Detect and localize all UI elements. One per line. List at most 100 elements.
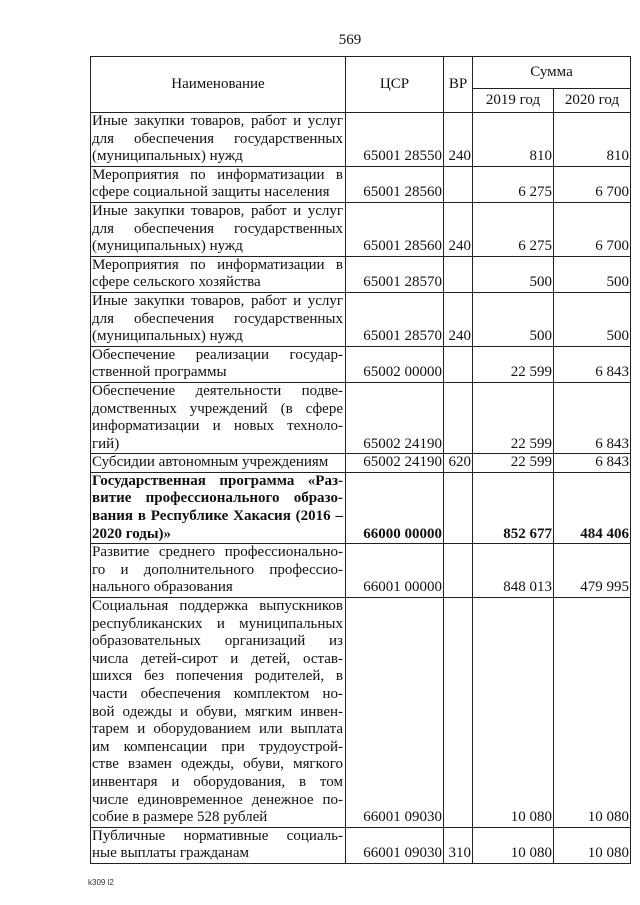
name-line: собие в размере 528 рублей <box>92 809 268 826</box>
cell-csr: 66000 00000 <box>345 471 444 545</box>
name-line: Развитие среднего профессионально- <box>92 544 343 561</box>
name-line: для обеспечения государственных <box>92 220 343 237</box>
name-line: Обеспечение деятельности подве- <box>92 382 343 399</box>
cell-y2019: 10 080 <box>472 597 554 828</box>
table-row: Обеспечение деятельности подве-домственн… <box>90 381 631 455</box>
cell-vr: 240 <box>443 201 473 257</box>
table-row: Субсидии автономным учреждениям 65002 241… <box>90 453 631 473</box>
name-line: вой одежды и обуви, мягким инвен- <box>92 703 343 720</box>
name-line: Публичные нормативные социаль- <box>92 827 343 844</box>
cell-name: Иные закупки товаров, работ и услуг для о… <box>90 201 346 257</box>
name-line: им компенсации при трудоустрой- <box>92 738 343 755</box>
name-line: го и дополнительного профессио- <box>92 561 343 578</box>
cell-vr <box>443 543 473 599</box>
name-line: нального образования <box>92 579 233 596</box>
cell-y2020: 810 <box>553 112 631 167</box>
name-line: (муниципальных) нужд <box>92 148 243 165</box>
page-number: 569 <box>338 32 362 48</box>
cell-name: Субсидии автономным учреждениям <box>90 453 346 473</box>
table-row: Иные закупки товаров, работ и услуг для о… <box>90 291 631 347</box>
name-line: Субсидии автономным учреждениям <box>92 454 329 471</box>
cell-csr: 66001 00000 <box>345 543 444 599</box>
name-line: Государственная программа «Раз- <box>92 472 343 489</box>
cell-name: Иные закупки товаров, работ и услуг для о… <box>90 112 346 167</box>
cell-y2020: 484 406 <box>553 471 631 545</box>
name-line: вания в Республике Хакасия (2016 – <box>92 508 343 525</box>
cell-y2019: 10 080 <box>472 826 554 864</box>
name-line: Мероприятия по информатизации в <box>92 256 343 273</box>
cell-csr: 65001 28570 <box>345 255 444 293</box>
cell-name: Социальная поддержка выпускников республи… <box>90 597 346 828</box>
cell-csr: 66001 09030 <box>345 826 444 864</box>
cell-y2020: 10 080 <box>553 597 631 828</box>
cell-y2019: 848 013 <box>472 543 554 599</box>
cell-y2019: 22 599 <box>472 453 554 473</box>
name-line: сфере сельского хозяйства <box>92 274 261 291</box>
cell-vr <box>443 471 473 545</box>
table-row: Мероприятия по информатизации в сфере сел… <box>90 255 631 293</box>
cell-csr: 65002 24190 <box>345 381 444 455</box>
cell-csr: 65001 28560 <box>345 201 444 257</box>
cell-y2020: 6 700 <box>553 165 631 203</box>
name-line: домственных учреждений (в сфере <box>92 400 343 417</box>
cell-csr: 66001 09030 <box>345 597 444 828</box>
cell-y2020: 6 700 <box>553 201 631 257</box>
table-row: Иные закупки товаров, работ и услуг для о… <box>90 201 631 257</box>
budget-table: Наименование ЦСР ВР Сумма 2019 год 2020 … <box>90 56 631 864</box>
name-line: республиканских и муниципальных <box>92 615 343 632</box>
header-sum: Сумма <box>472 56 631 89</box>
table-row: Публичные нормативные социаль-ные выплат… <box>90 826 631 864</box>
cell-y2019: 22 599 <box>472 345 554 383</box>
name-line: части обеспечения комплектом но- <box>92 686 343 702</box>
cell-y2020: 10 080 <box>553 826 631 864</box>
cell-vr <box>443 345 473 383</box>
name-line: шихся без попечения родителей, в <box>92 668 343 685</box>
name-line: инвентаря и оборудования, в том <box>92 773 343 790</box>
name-line: стве взамен одежды, обуви, мягкого <box>92 756 343 773</box>
table-row: Иные закупки товаров, работ и услуг для о… <box>90 112 631 167</box>
cell-y2020: 479 995 <box>553 543 631 599</box>
cell-y2019: 500 <box>472 291 554 347</box>
cell-name: Обеспечение деятельности подве-домственн… <box>90 381 346 455</box>
name-line: для обеспечения государственных <box>92 310 343 327</box>
name-line: тарем и оборудованием или выплата <box>92 721 343 738</box>
name-line: ственной программы <box>92 364 227 381</box>
table-row: Развитие среднего профессионально-го и д… <box>90 543 631 599</box>
cell-name: Публичные нормативные социаль-ные выплат… <box>90 826 346 864</box>
name-line: ные выплаты гражданам <box>92 845 249 862</box>
cell-name: Мероприятия по информатизации в сфере соц… <box>90 165 346 203</box>
name-line: числа детей-сирот и детей, остав- <box>92 650 343 667</box>
cell-name: Обеспечение реализации государ-ственной … <box>90 345 346 383</box>
header-csr: ЦСР <box>345 56 444 113</box>
name-line: гий) <box>92 435 120 452</box>
name-line: для обеспечения государственных <box>92 130 343 147</box>
cell-y2020: 6 843 <box>553 345 631 383</box>
cell-y2019: 500 <box>472 255 554 293</box>
cell-csr: 65001 28560 <box>345 165 444 203</box>
table-row: Государственная программа «Раз-витие про… <box>90 471 631 545</box>
header-name: Наименование <box>90 56 346 113</box>
cell-name: Мероприятия по информатизации в сфере сел… <box>90 255 346 293</box>
cell-y2019: 6 275 <box>472 165 554 203</box>
name-line: образовательных организаций из <box>92 633 343 650</box>
cell-vr: 620 <box>443 453 473 473</box>
cell-name: Государственная программа «Раз-витие про… <box>90 471 346 545</box>
name-line: Социальная поддержка выпускников <box>92 598 343 615</box>
cell-name: Развитие среднего профессионально-го и д… <box>90 543 346 599</box>
cell-vr: 240 <box>443 112 473 167</box>
cell-vr <box>443 597 473 828</box>
name-line: Иные закупки товаров, работ и услуг <box>92 292 343 309</box>
name-line: Мероприятия по информатизации в <box>92 166 343 183</box>
cell-vr <box>443 165 473 203</box>
cell-vr <box>443 255 473 293</box>
cell-y2019: 22 599 <box>472 381 554 455</box>
name-line: Обеспечение реализации государ- <box>92 346 343 363</box>
name-line: сфере социальной защиты населения <box>92 184 330 201</box>
name-line: витие профессионального образо- <box>92 490 343 507</box>
cell-y2020: 6 843 <box>553 381 631 455</box>
cell-vr: 310 <box>443 826 473 864</box>
cell-y2020: 500 <box>553 291 631 347</box>
cell-name: Иные закупки товаров, работ и услуг для о… <box>90 291 346 347</box>
header-2019: 2019 год <box>472 88 554 113</box>
name-line: информатизации и новых техноло- <box>92 418 343 435</box>
